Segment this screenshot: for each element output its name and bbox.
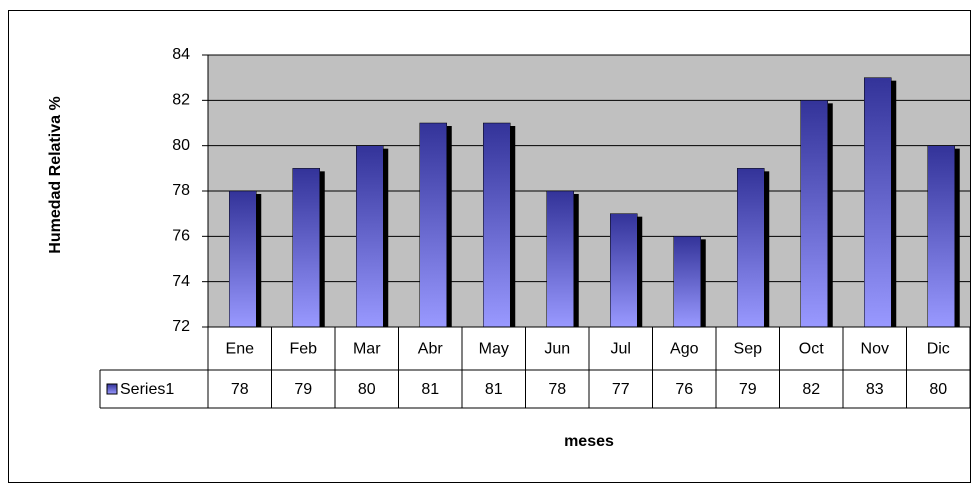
y-tick-label: 74	[172, 273, 190, 290]
table-value: 82	[802, 381, 820, 398]
table-value: 79	[294, 381, 312, 398]
y-tick-label: 82	[172, 92, 190, 109]
bar	[229, 190, 257, 328]
x-tick-label: Jun	[544, 341, 570, 358]
legend-swatch	[106, 383, 118, 395]
x-tick-label: Feb	[289, 341, 317, 358]
bar	[737, 168, 765, 328]
x-tick-label: Ene	[226, 341, 255, 358]
table-value: 80	[929, 381, 947, 398]
x-tick-label: Ago	[670, 341, 699, 358]
x-tick-label: Dic	[927, 341, 950, 358]
y-tick-label: 78	[172, 182, 190, 199]
bar	[927, 145, 955, 328]
table-value: 81	[421, 381, 439, 398]
table-value: 76	[675, 381, 693, 398]
x-tick-label: Sep	[734, 341, 763, 358]
bar	[800, 100, 828, 328]
table-value: 80	[358, 381, 376, 398]
y-axis-label: Humedad Relativa %	[47, 96, 64, 253]
y-tick-label: 80	[172, 137, 190, 154]
x-tick-label: Abr	[418, 341, 444, 358]
x-tick-label: Nov	[861, 341, 889, 358]
bar	[483, 122, 511, 328]
bar	[610, 213, 638, 328]
y-tick-label: 84	[172, 46, 190, 63]
bar	[864, 77, 892, 328]
x-tick-label: May	[479, 341, 509, 358]
table-value: 77	[612, 381, 630, 398]
y-tick-label: 76	[172, 228, 190, 245]
bar	[356, 145, 384, 328]
table-value: 79	[739, 381, 757, 398]
table-value: 81	[485, 381, 503, 398]
table-value: 78	[548, 381, 566, 398]
table-value: 83	[866, 381, 884, 398]
x-tick-label: Jul	[611, 341, 631, 358]
legend-label: Series1	[120, 381, 174, 398]
x-axis-label: meses	[564, 433, 614, 450]
bar	[419, 122, 447, 328]
y-tick-label: 72	[172, 318, 190, 335]
bar	[292, 168, 320, 328]
x-tick-label: Oct	[799, 341, 824, 358]
bar	[673, 236, 701, 328]
x-tick-label: Mar	[353, 341, 381, 358]
bar	[546, 190, 574, 328]
table-value: 78	[231, 381, 249, 398]
